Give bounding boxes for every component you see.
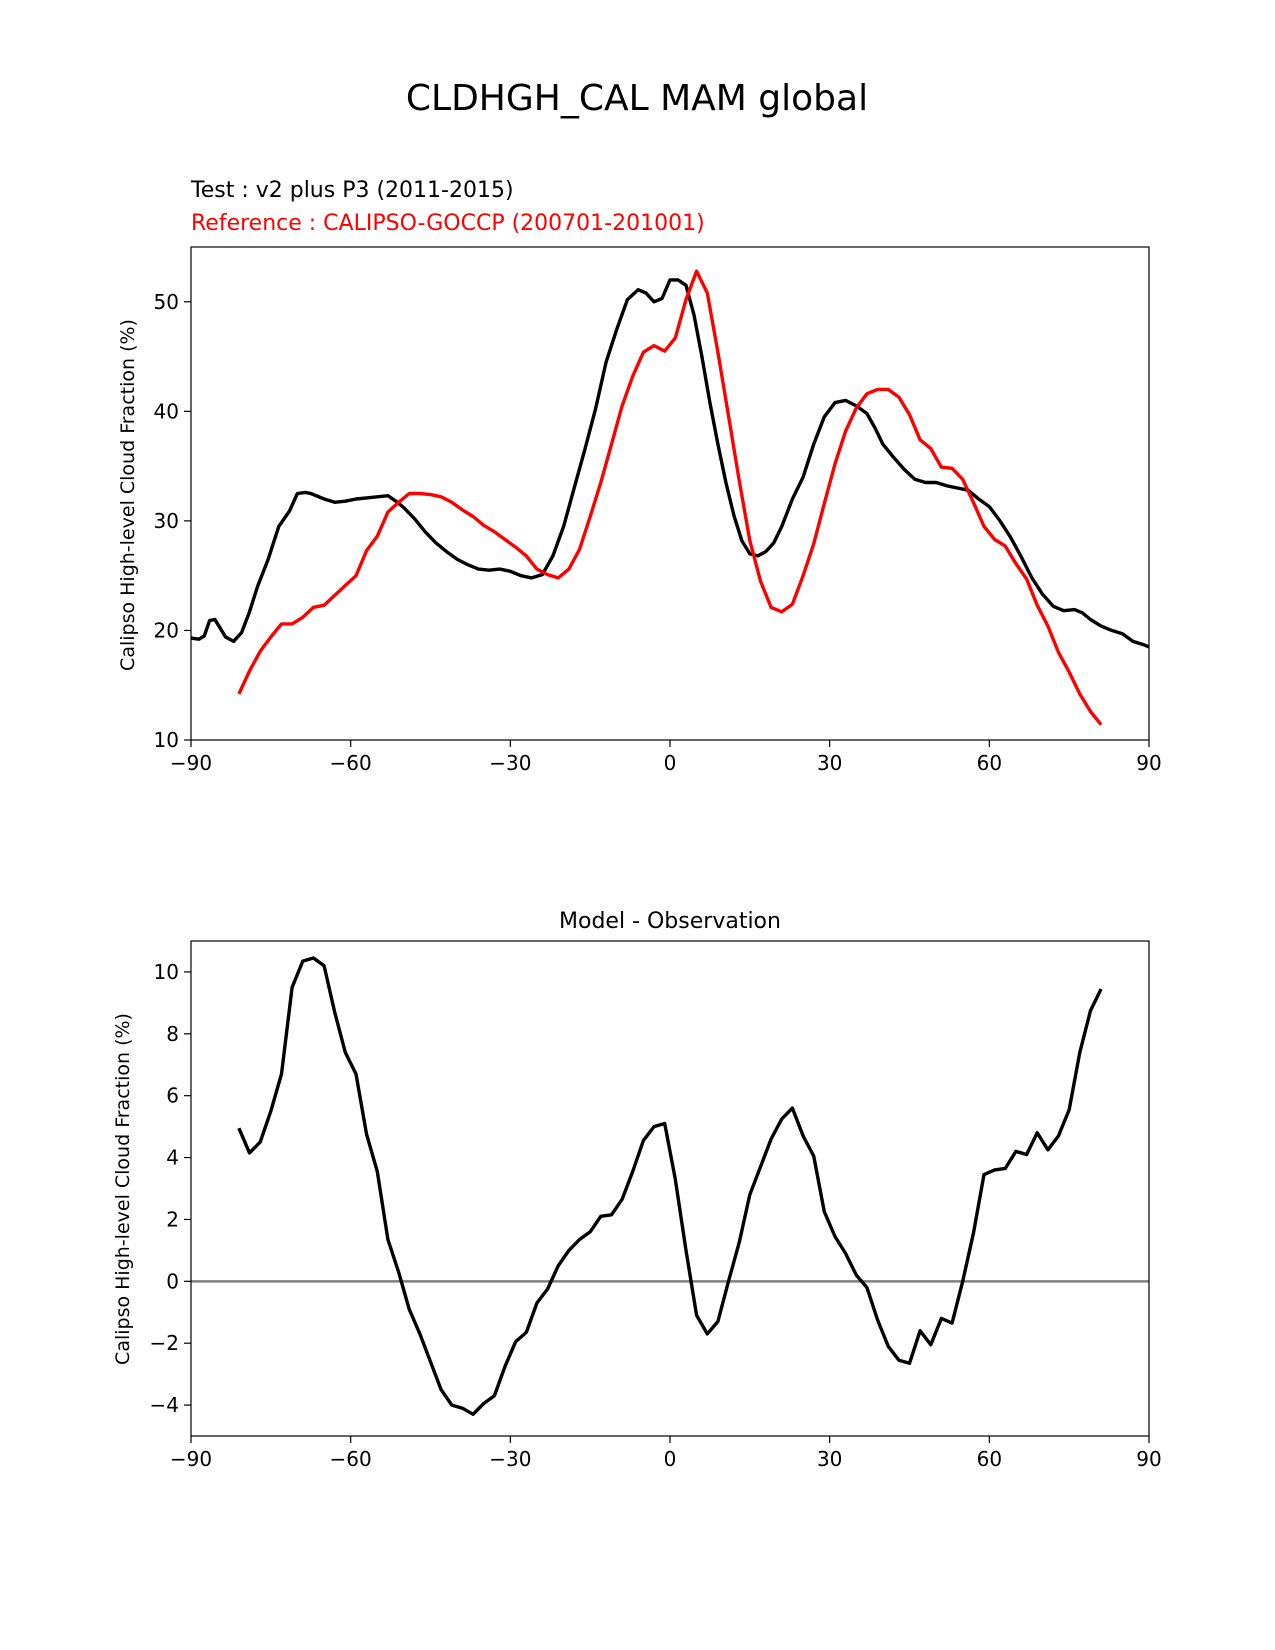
- top-xtick-label: 60: [977, 751, 1002, 775]
- bottom-xtick-label: −30: [489, 1447, 531, 1471]
- bottom-xtick-label: −90: [170, 1447, 212, 1471]
- top-series-line-0: [190, 278, 1150, 649]
- bottom-ytick-label: −4: [150, 1393, 179, 1417]
- top-ytick-label: 50: [154, 290, 179, 314]
- bottom-ytick-label: −2: [150, 1331, 179, 1355]
- top-panel: Test : v2 plus P3 (2011-2015) Reference …: [117, 178, 1162, 775]
- top-xtick-label: −90: [170, 751, 212, 775]
- bottom-xtick-label: 60: [977, 1447, 1002, 1471]
- top-ytick-label: 10: [154, 728, 179, 752]
- bottom-panel: Model - Observation Calipso High-level C…: [112, 909, 1162, 1471]
- bottom-title: Model - Observation: [559, 909, 781, 934]
- top-xtick-label: 90: [1136, 751, 1161, 775]
- top-ytick-label: 40: [154, 399, 179, 423]
- top-xtick-label: −30: [489, 751, 531, 775]
- top-xtick-label: −60: [330, 751, 372, 775]
- bottom-axes-frame: [190, 940, 1150, 1437]
- bottom-ytick-label: 8: [166, 1022, 179, 1046]
- bottom-series-line-0: [237, 956, 1103, 1417]
- bottom-xtick-label: 30: [817, 1447, 842, 1471]
- legend-test-label: Test : v2 plus P3 (2011-2015): [190, 178, 514, 203]
- top-plot-marks: −90 −60 −30 0 30 60 90 10 20 30 40 50: [154, 269, 1162, 775]
- bottom-ytick-label: 4: [166, 1146, 179, 1170]
- bottom-ytick-label: 6: [166, 1084, 179, 1108]
- bottom-ytick-label: 2: [166, 1207, 179, 1231]
- figure-title: CLDHGH_CAL MAM global: [406, 78, 868, 119]
- legend-reference-label: Reference : CALIPSO-GOCCP (200701-201001…: [191, 211, 705, 236]
- top-series-line-1: [237, 269, 1103, 726]
- bottom-ylabel: Calipso High-level Cloud Fraction (%): [112, 1013, 134, 1365]
- bottom-ytick-label: 10: [154, 960, 179, 984]
- bottom-plot-marks: −90 −60 −30 0 30 60 90 −4 −2 0 2 4 6 8 10: [150, 956, 1162, 1471]
- top-ytick-label: 20: [154, 618, 179, 642]
- top-ytick-label: 30: [154, 509, 179, 533]
- bottom-xtick-label: −60: [330, 1447, 372, 1471]
- top-xtick-label: 30: [817, 751, 842, 775]
- top-xtick-label: 0: [664, 751, 677, 775]
- top-axes-frame: [190, 246, 1150, 741]
- bottom-ytick-label: 0: [166, 1269, 179, 1293]
- bottom-xtick-label: 0: [664, 1447, 677, 1471]
- bottom-xtick-label: 90: [1136, 1447, 1161, 1471]
- top-ylabel: Calipso High-level Cloud Fraction (%): [117, 319, 139, 671]
